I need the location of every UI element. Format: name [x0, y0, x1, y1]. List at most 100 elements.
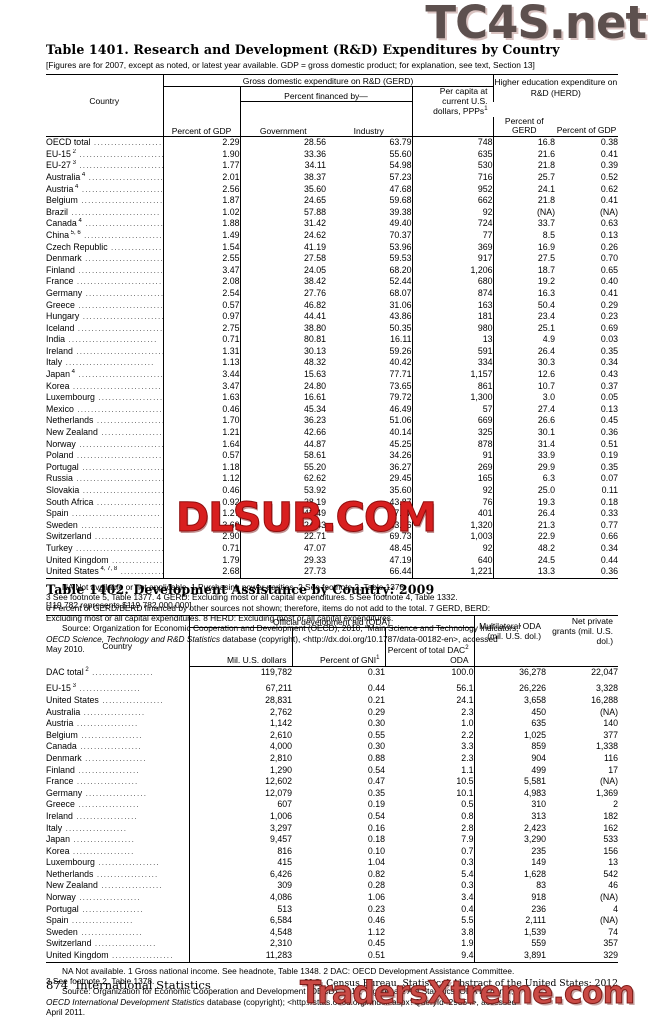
- cell-multilateral: 36,278: [473, 666, 547, 679]
- table-row: Canada .................. 4,000 0.30 3.3 859…: [46, 741, 618, 753]
- country-name: Hungary: [46, 311, 80, 322]
- cell-industry: 59.53: [389, 253, 412, 264]
- table-row: Luxembourg ..........................1.6…: [46, 392, 618, 404]
- table-row: New Zealand ..........................1.…: [46, 427, 618, 439]
- cell-pct-gdp: 1.79: [162, 554, 240, 567]
- cell-industry: 36.27: [389, 461, 412, 472]
- cell-pct-total: 10.5: [456, 776, 474, 787]
- cell-pct-gdp-herd: 0.11: [601, 485, 619, 495]
- leader-dots: ..........................: [74, 323, 163, 333]
- table-row: United Kingdom .................. 11,283 0…: [46, 950, 618, 963]
- cell-pct-gerd: 25.0: [492, 485, 556, 497]
- table-1401-block: Table 1401. Research and Development (R&…: [46, 42, 619, 655]
- table-row: Greece .................. 607 0.19 0.5 310 2: [46, 799, 618, 811]
- cell-industry: 16.11: [390, 334, 412, 345]
- cell-pct-total: 0.5: [461, 799, 474, 810]
- cell-pct-gdp-herd: 0.66: [600, 531, 619, 542]
- row-country-label: Norway ..................: [46, 892, 189, 904]
- table-row: DAC total 2 .................. 119,782 0.3…: [46, 666, 618, 679]
- table-row: Korea .................. 816 0.10 0.7 235 156: [46, 845, 618, 858]
- cell-pct-gni: 0.35: [367, 787, 385, 798]
- row-country-label: Mexico ..........................: [46, 404, 163, 416]
- country-name: Sweden: [46, 926, 78, 937]
- cell-mil-usd: 2,610: [188, 729, 292, 742]
- cell-pct-gdp: 1.49: [162, 229, 240, 242]
- cell-mil-usd: 6,426: [188, 868, 292, 881]
- source1402-line-2: OECD International Development Statistic…: [46, 997, 618, 1007]
- leader-dots: ..........................: [111, 242, 163, 252]
- cell-government: 29.33: [239, 554, 326, 567]
- cell-industry: 52.44: [389, 276, 412, 287]
- country-name: Finland: [46, 264, 75, 275]
- row-country-label: Italy ..........................: [46, 357, 163, 369]
- leader-dots: ..................: [73, 777, 139, 787]
- leader-dots: ..........................: [77, 520, 163, 530]
- table-1401-body: OECD total ..........................2.2…: [46, 136, 619, 580]
- cell-per-capita: 724: [411, 218, 494, 230]
- cell-pct-gni: 0.16: [367, 822, 385, 833]
- cell-government: 15.63: [239, 369, 326, 381]
- table-row: Turkey .......................... 0.71 47.…: [46, 542, 618, 555]
- cell-pct-gerd: 30.3: [492, 357, 556, 370]
- country-name: Luxembourg: [46, 857, 95, 868]
- cell-pct-total: 3.4: [461, 892, 474, 903]
- table-row: Finland .......................... 3.47 24…: [46, 264, 619, 277]
- table-1402-headnote: [119,782 represents $119,782,000,000]: [46, 600, 192, 610]
- cell-per-capita: 662: [411, 195, 494, 207]
- cell-mil-usd: 11,283: [188, 950, 292, 963]
- row-country-label: United States 4, 7, 8 ..................…: [46, 566, 163, 578]
- leader-dots: ..........................: [88, 172, 163, 182]
- cell-pct-gdp: 2.08: [162, 276, 240, 288]
- source1402-rest: database (copyright); <http://stats.oecd…: [204, 996, 517, 1007]
- table-row: Luxembourg .................. 415 1.04 0.3 1…: [46, 857, 618, 869]
- cell-multilateral: 313: [473, 810, 547, 823]
- cell-pct-gni: 0.30: [367, 718, 385, 729]
- row-country-label: Brazil ..........................: [46, 207, 163, 219]
- note1402-line-2: 3 See footnote 2, Table 1378.: [46, 976, 155, 987]
- table-row: Portugal .......................... 1.18 5…: [46, 461, 618, 474]
- country-name: France: [46, 776, 74, 787]
- row-country-label: Australia ..................: [46, 707, 189, 719]
- cell-government: 57.88: [239, 206, 326, 219]
- cell-net-private: 533: [603, 834, 619, 845]
- country-name: Poland: [46, 450, 74, 461]
- table-1402-bottom-rule: [46, 961, 619, 964]
- cell-pct-gerd: 10.7: [492, 380, 556, 393]
- leader-dots: ..........................: [85, 254, 163, 264]
- cell-pct-total: 2.2: [461, 729, 474, 740]
- table-row: EU-15 2 .......................... 1.90 33…: [46, 148, 618, 161]
- country-name: Norway: [46, 892, 76, 903]
- cell-mil-usd: 4,548: [188, 926, 292, 939]
- cell-pct-total: 9.4: [461, 950, 474, 961]
- table-row: Mexico .......................... 0.46 45.…: [46, 403, 619, 416]
- country-name: Italy: [46, 357, 63, 368]
- cell-pct-gdp-herd: 0.13: [600, 403, 619, 414]
- cell-pct-gdp-herd: 0.63: [600, 218, 619, 229]
- cell-pct-gerd: 24.5: [492, 554, 556, 567]
- table-row: Russia .......................... 1.12 62.…: [46, 473, 618, 485]
- cell-mil-usd: 4,000: [188, 741, 292, 753]
- leader-dots: ..........................: [78, 184, 163, 194]
- cell-pct-gerd: 25.1: [492, 322, 556, 335]
- country-name: Japan: [46, 834, 70, 845]
- cell-per-capita: 92: [411, 542, 494, 555]
- table-row: Japan .................. 9,457 0.18 7.9 3,29…: [46, 834, 618, 846]
- cell-net-private: 74: [608, 926, 619, 937]
- cell-government: 38.37: [239, 171, 326, 184]
- country-footnote-marker: 4: [80, 172, 86, 179]
- table-row: France .......................... 2.08 38.…: [46, 276, 618, 288]
- cell-mil-usd: 513: [188, 903, 292, 916]
- header-per-capita-sup: 1: [484, 105, 488, 112]
- leader-dots: ..........................: [120, 567, 163, 577]
- leader-dots: ..................: [72, 811, 138, 821]
- cell-pct-gni: 0.23: [367, 903, 385, 914]
- country-name: DAC total: [46, 666, 84, 677]
- cell-pct-gdp-herd: 0.65: [600, 264, 619, 275]
- cell-pct-gerd: 16.3: [492, 287, 556, 300]
- country-name: Spain: [46, 915, 69, 926]
- leader-dots: ..........................: [75, 161, 163, 171]
- header-pct-total-tail: ODA: [450, 655, 469, 665]
- leader-dots: ..........................: [74, 370, 163, 380]
- country-name: Switzerland: [46, 938, 92, 949]
- row-country-label: Austria 4 ..........................: [46, 184, 163, 196]
